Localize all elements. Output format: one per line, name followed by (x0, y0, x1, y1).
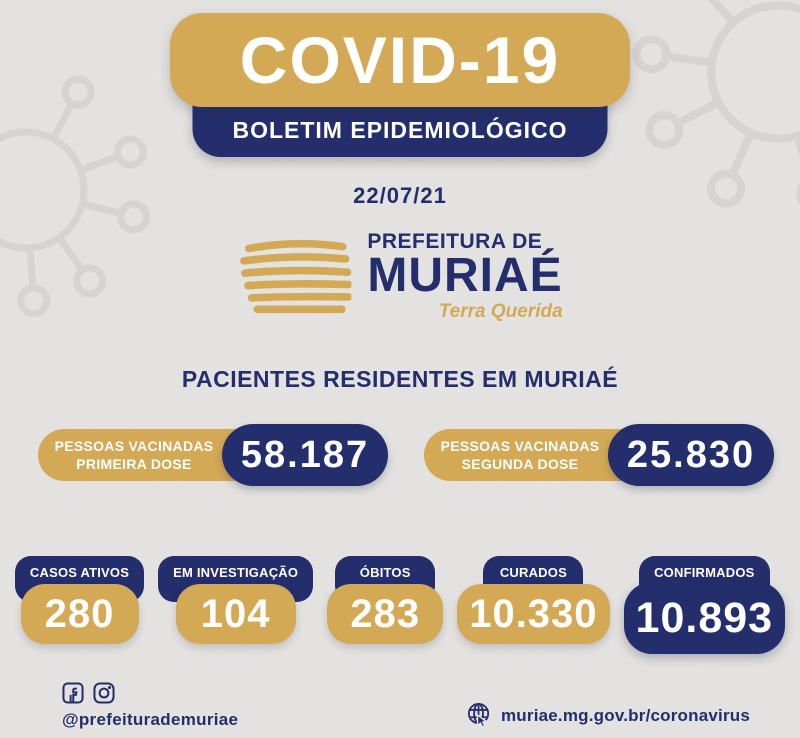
stat-recovered: CURADOS 10.330 (457, 556, 610, 644)
bulletin-subtitle: BOLETIM EPIDEMIOLÓGICO (232, 117, 568, 143)
stat-value: 10.330 (457, 584, 610, 644)
social-icons (62, 682, 238, 704)
vaccinated-second-dose-value: 25.830 (608, 424, 774, 486)
footer: @prefeiturademuriae muriae.mg.gov.br/cor… (62, 682, 750, 730)
social-handle: @prefeiturademuriae (62, 710, 239, 729)
stat-deaths: ÓBITOS 283 (327, 556, 444, 644)
city-hall-stripes-icon (240, 239, 352, 313)
logo-line1: PREFEITURA DE (367, 230, 543, 253)
section-title: PACIENTES RESIDENTES EM MURIAÉ (181, 366, 619, 392)
stat-value: 283 (327, 584, 444, 644)
stat-active-cases: CASOS ATIVOS 280 (14, 556, 145, 644)
instagram-icon (93, 682, 115, 704)
social-block: @prefeiturademuriae (62, 682, 238, 730)
vaccination-row: PESSOAS VACINADAS PRIMEIRA DOSE 58.187 P… (38, 424, 774, 486)
vaccinated-first-dose-value: 58.187 (222, 424, 388, 486)
page-title: COVID-19 (239, 23, 561, 97)
website-url: muriae.mg.gov.br/coronavirus (500, 705, 750, 725)
logo-line2: MURIAÉ (367, 249, 563, 302)
facebook-icon (62, 682, 84, 704)
bulletin-date: 22/07/21 (353, 183, 447, 208)
vaccinated-second-dose-card: PESSOAS VACINADAS SEGUNDA DOSE 25.830 (424, 424, 774, 486)
vaccinated-first-dose-card: PESSOAS VACINADAS PRIMEIRA DOSE 58.187 (38, 424, 388, 486)
logo-text: PREFEITURA DE MURIAÉ Terra Querida (367, 230, 562, 323)
website-block: muriae.mg.gov.br/coronavirus (466, 702, 750, 730)
logo-tagline: Terra Querida (438, 301, 563, 322)
stat-value: 104 (175, 584, 296, 644)
city-logo: PREFEITURA DE MURIAÉ Terra Querida (237, 230, 563, 323)
stats-row: CASOS ATIVOS 280 EM INVESTIGAÇÃO 104 ÓBI… (0, 556, 800, 654)
stat-under-investigation: EM INVESTIGAÇÃO 104 (158, 556, 314, 644)
covid-title-banner: COVID-19 (170, 13, 630, 107)
stat-value: 10.893 (623, 582, 786, 654)
stat-confirmed: CONFIRMADOS 10.893 (623, 556, 786, 654)
stat-value: 280 (20, 584, 139, 644)
globe-cursor-icon (467, 703, 490, 728)
